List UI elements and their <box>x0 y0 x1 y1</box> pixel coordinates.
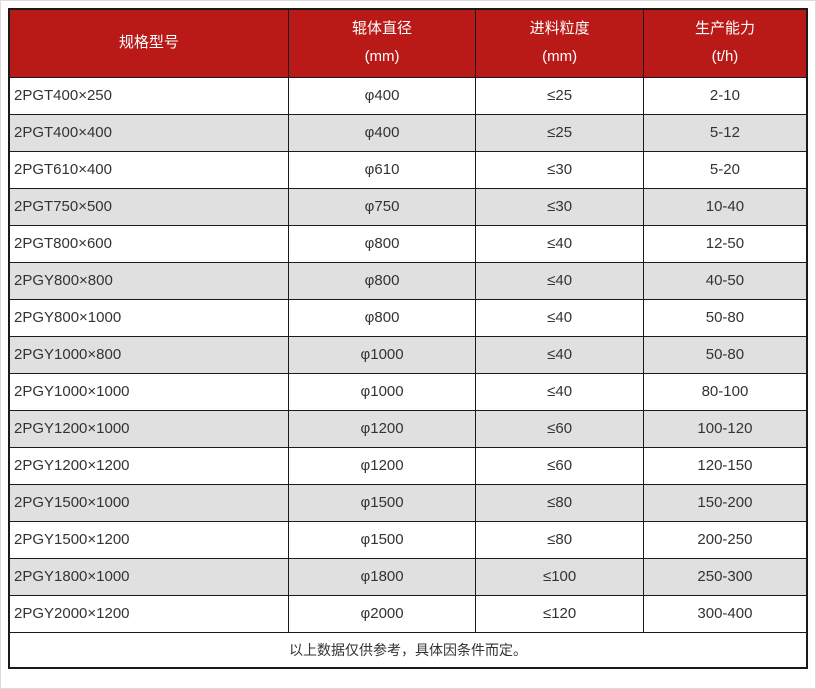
cell-model: 2PGY1000×1000 <box>8 372 289 411</box>
cell-roller-diameter: φ1500 <box>287 483 477 522</box>
table-row: 2PGY2000×1200 φ2000 ≤120 300-400 <box>8 594 808 633</box>
column-header-capacity: 生产能力 (t/h) <box>642 8 808 78</box>
cell-feed-size: ≤80 <box>475 483 644 522</box>
cell-capacity: 5-12 <box>642 113 808 152</box>
header-row: 规格型号 辊体直径 (mm) 进料粒度 (mm) 生产能力 (t/h) <box>8 8 808 78</box>
cell-feed-size: ≤40 <box>475 298 644 337</box>
column-title: 规格型号 <box>118 34 179 51</box>
cell-feed-size: ≤30 <box>475 187 644 226</box>
cell-capacity: 12-50 <box>642 224 808 263</box>
column-header-feed-size: 进料粒度 (mm) <box>475 8 644 78</box>
column-unit: (t/h) <box>711 48 739 66</box>
cell-capacity: 100-120 <box>642 409 808 448</box>
cell-roller-diameter: φ400 <box>287 113 477 152</box>
cell-capacity: 80-100 <box>642 372 808 411</box>
table-row: 2PGT750×500 φ750 ≤30 10-40 <box>8 187 808 226</box>
cell-capacity: 50-80 <box>642 298 808 337</box>
table-header: 规格型号 辊体直径 (mm) 进料粒度 (mm) 生产能力 (t/h) <box>8 8 808 78</box>
cell-feed-size: ≤60 <box>475 446 644 485</box>
cell-capacity: 10-40 <box>642 187 808 226</box>
table-row: 2PGY1500×1000 φ1500 ≤80 150-200 <box>8 483 808 522</box>
table-row: 2PGY1800×1000 φ1800 ≤100 250-300 <box>8 557 808 596</box>
footer-note: 以上数据仅供参考，具体因条件而定。 <box>8 631 808 669</box>
table-row: 2PGY1000×1000 φ1000 ≤40 80-100 <box>8 372 808 411</box>
cell-roller-diameter: φ1000 <box>287 335 477 374</box>
cell-feed-size: ≤120 <box>475 594 644 633</box>
cell-feed-size: ≤40 <box>475 261 644 300</box>
cell-model: 2PGT400×400 <box>8 113 289 152</box>
cell-model: 2PGT800×600 <box>8 224 289 263</box>
cell-roller-diameter: φ1200 <box>287 446 477 485</box>
cell-feed-size: ≤40 <box>475 335 644 374</box>
column-unit: (mm) <box>364 48 400 66</box>
cell-capacity: 300-400 <box>642 594 808 633</box>
column-title: 辊体直径 <box>352 19 413 37</box>
cell-capacity: 50-80 <box>642 335 808 374</box>
footer-row: 以上数据仅供参考，具体因条件而定。 <box>8 631 808 669</box>
cell-model: 2PGT750×500 <box>8 187 289 226</box>
cell-feed-size: ≤30 <box>475 150 644 189</box>
cell-capacity: 40-50 <box>642 261 808 300</box>
cell-model: 2PGY1000×800 <box>8 335 289 374</box>
cell-feed-size: ≤60 <box>475 409 644 448</box>
cell-capacity: 150-200 <box>642 483 808 522</box>
cell-feed-size: ≤100 <box>475 557 644 596</box>
cell-roller-diameter: φ610 <box>287 150 477 189</box>
table-row: 2PGY800×1000 φ800 ≤40 50-80 <box>8 298 808 337</box>
table-body: 2PGT400×250 φ400 ≤25 2-10 2PGT400×400 φ4… <box>8 76 808 633</box>
cell-roller-diameter: φ1800 <box>287 557 477 596</box>
column-title: 生产能力 <box>694 19 755 37</box>
cell-model: 2PGY800×800 <box>8 261 289 300</box>
cell-capacity: 200-250 <box>642 520 808 559</box>
cell-roller-diameter: φ800 <box>287 224 477 263</box>
column-title: 进料粒度 <box>529 19 590 37</box>
table-row: 2PGT400×250 φ400 ≤25 2-10 <box>8 76 808 115</box>
cell-capacity: 2-10 <box>642 76 808 115</box>
table-row: 2PGT400×400 φ400 ≤25 5-12 <box>8 113 808 152</box>
cell-model: 2PGY1500×1200 <box>8 520 289 559</box>
cell-model: 2PGY1500×1000 <box>8 483 289 522</box>
cell-roller-diameter: φ400 <box>287 76 477 115</box>
cell-model: 2PGT400×250 <box>8 76 289 115</box>
cell-roller-diameter: φ1200 <box>287 409 477 448</box>
cell-model: 2PGY2000×1200 <box>8 594 289 633</box>
cell-model: 2PGY800×1000 <box>8 298 289 337</box>
table-row: 2PGY1200×1200 φ1200 ≤60 120-150 <box>8 446 808 485</box>
cell-capacity: 5-20 <box>642 150 808 189</box>
cell-roller-diameter: φ800 <box>287 261 477 300</box>
cell-roller-diameter: φ750 <box>287 187 477 226</box>
table-row: 2PGY1500×1200 φ1500 ≤80 200-250 <box>8 520 808 559</box>
cell-roller-diameter: φ1500 <box>287 520 477 559</box>
cell-model: 2PGY1800×1000 <box>8 557 289 596</box>
table-row: 2PGY1200×1000 φ1200 ≤60 100-120 <box>8 409 808 448</box>
cell-capacity: 120-150 <box>642 446 808 485</box>
table-row: 2PGT610×400 φ610 ≤30 5-20 <box>8 150 808 189</box>
cell-feed-size: ≤25 <box>475 113 644 152</box>
table-row: 2PGY1000×800 φ1000 ≤40 50-80 <box>8 335 808 374</box>
column-header-roller-diameter: 辊体直径 (mm) <box>287 8 477 78</box>
cell-feed-size: ≤25 <box>475 76 644 115</box>
table-row: 2PGY800×800 φ800 ≤40 40-50 <box>8 261 808 300</box>
cell-roller-diameter: φ800 <box>287 298 477 337</box>
table-row: 2PGT800×600 φ800 ≤40 12-50 <box>8 224 808 263</box>
cell-model: 2PGY1200×1200 <box>8 446 289 485</box>
cell-capacity: 250-300 <box>642 557 808 596</box>
column-header-model: 规格型号 <box>8 8 289 78</box>
cell-model: 2PGY1200×1000 <box>8 409 289 448</box>
cell-roller-diameter: φ1000 <box>287 372 477 411</box>
column-unit: (mm) <box>542 48 578 66</box>
spec-table: 规格型号 辊体直径 (mm) 进料粒度 (mm) 生产能力 (t/h) 2PGT… <box>8 8 808 669</box>
table-footer: 以上数据仅供参考，具体因条件而定。 <box>8 631 808 669</box>
cell-feed-size: ≤40 <box>475 372 644 411</box>
cell-roller-diameter: φ2000 <box>287 594 477 633</box>
cell-model: 2PGT610×400 <box>8 150 289 189</box>
cell-feed-size: ≤80 <box>475 520 644 559</box>
cell-feed-size: ≤40 <box>475 224 644 263</box>
